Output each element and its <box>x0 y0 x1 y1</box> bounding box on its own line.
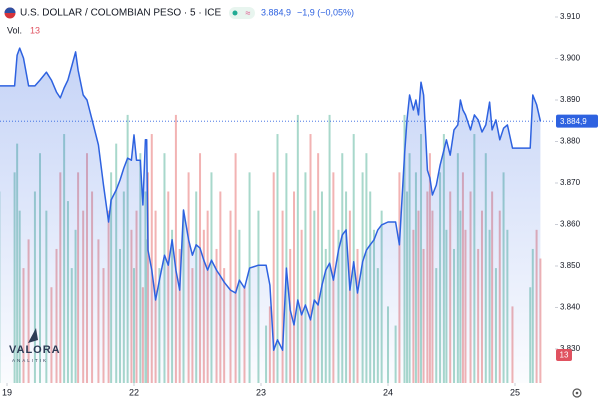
plot-layer <box>0 47 555 383</box>
current-price-text: 3.884,9 <box>560 117 587 126</box>
volume-label: Vol. <box>7 25 22 35</box>
volume-bar <box>293 191 296 383</box>
volume-box-text: 13 <box>560 351 569 360</box>
volume-bar <box>296 114 299 384</box>
volume-bar <box>150 134 153 383</box>
y-tick-label: 3.880 <box>560 137 581 146</box>
settings-icon-center[interactable] <box>575 391 579 395</box>
status-dot <box>232 10 238 16</box>
x-tick-label: 23 <box>256 387 266 397</box>
volume-value: 13 <box>30 25 40 35</box>
price-area <box>0 48 541 383</box>
volume-bar <box>276 134 279 383</box>
volume-bar <box>313 210 316 383</box>
price-label: 3.884,9 <box>261 7 291 17</box>
y-tick-label: 3.830 <box>560 344 581 353</box>
logo-icon <box>28 328 38 343</box>
chart-title: U.S. DOLLAR / COLOMBIAN PESO · 5 · ICE <box>20 8 221 19</box>
volume-bar <box>281 210 284 383</box>
y-tick-label: 3.840 <box>560 303 581 312</box>
volume-box <box>556 349 572 361</box>
y-tick-label: 3.870 <box>560 178 581 187</box>
price-line <box>0 47 542 351</box>
y-tick-label: 3.900 <box>560 54 581 63</box>
x-tick-label: 25 <box>510 387 520 397</box>
volume-bar <box>309 134 312 383</box>
volume-bar <box>352 134 355 383</box>
volume-bar <box>272 172 275 383</box>
volume-bar <box>234 153 237 383</box>
change-label: −1,9 (−0,05%) <box>297 7 354 17</box>
x-tick-label: 19 <box>2 387 12 397</box>
volume-bar <box>328 114 331 384</box>
volume-bar <box>317 153 320 383</box>
volume-bar <box>300 229 303 383</box>
flag-icon-part <box>4 7 16 13</box>
y-tick-label: 3.860 <box>560 220 581 229</box>
x-tick-label: 22 <box>129 387 139 397</box>
status-icon: ≈ <box>246 8 251 18</box>
settings-icon[interactable] <box>572 388 582 398</box>
current-price-box <box>556 114 598 128</box>
logo-tagline: ANALITIK <box>12 358 48 363</box>
logo-name: VALORA <box>9 344 61 356</box>
y-tick-label: 3.890 <box>560 95 581 104</box>
volume-bar <box>304 172 307 383</box>
volume-bar <box>174 114 177 384</box>
x-tick-label: 24 <box>383 387 393 397</box>
status-badge <box>229 7 255 19</box>
y-tick-label: 3.850 <box>560 261 581 270</box>
y-tick-label: 3.910 <box>560 12 581 21</box>
